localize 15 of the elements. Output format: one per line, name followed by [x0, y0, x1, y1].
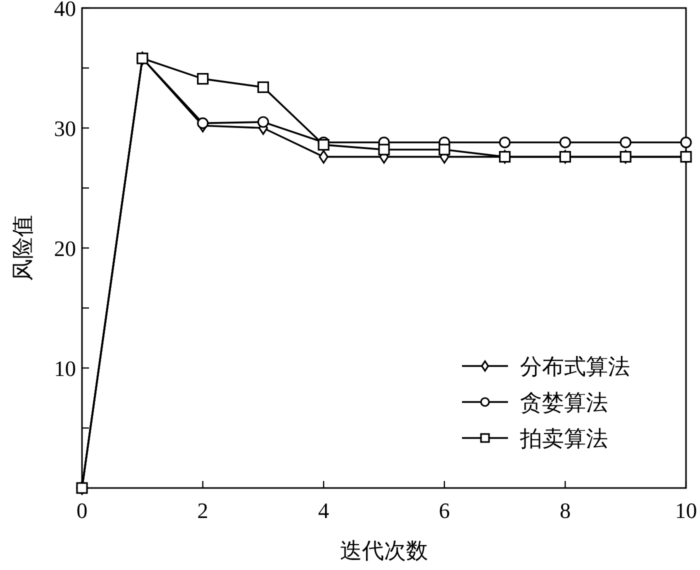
y-tick-label: 40	[54, 0, 76, 21]
legend-label: 分布式算法	[520, 354, 630, 379]
x-tick-label: 2	[197, 498, 208, 523]
y-tick-label: 30	[54, 116, 76, 141]
y-tick-label: 20	[54, 236, 76, 261]
x-tick-label: 6	[438, 498, 450, 523]
legend-label: 贪婪算法	[520, 390, 608, 415]
x-tick-label: 10	[675, 498, 697, 523]
x-axis-title: 迭代次数	[340, 538, 428, 563]
legend-label: 拍卖算法	[519, 426, 608, 451]
y-axis-title: 风险值	[10, 215, 35, 281]
y-tick-label: 10	[54, 356, 76, 381]
x-tick-label: 8	[560, 498, 571, 523]
x-tick-label: 0	[76, 498, 88, 523]
x-tick-label: 4	[318, 498, 330, 523]
